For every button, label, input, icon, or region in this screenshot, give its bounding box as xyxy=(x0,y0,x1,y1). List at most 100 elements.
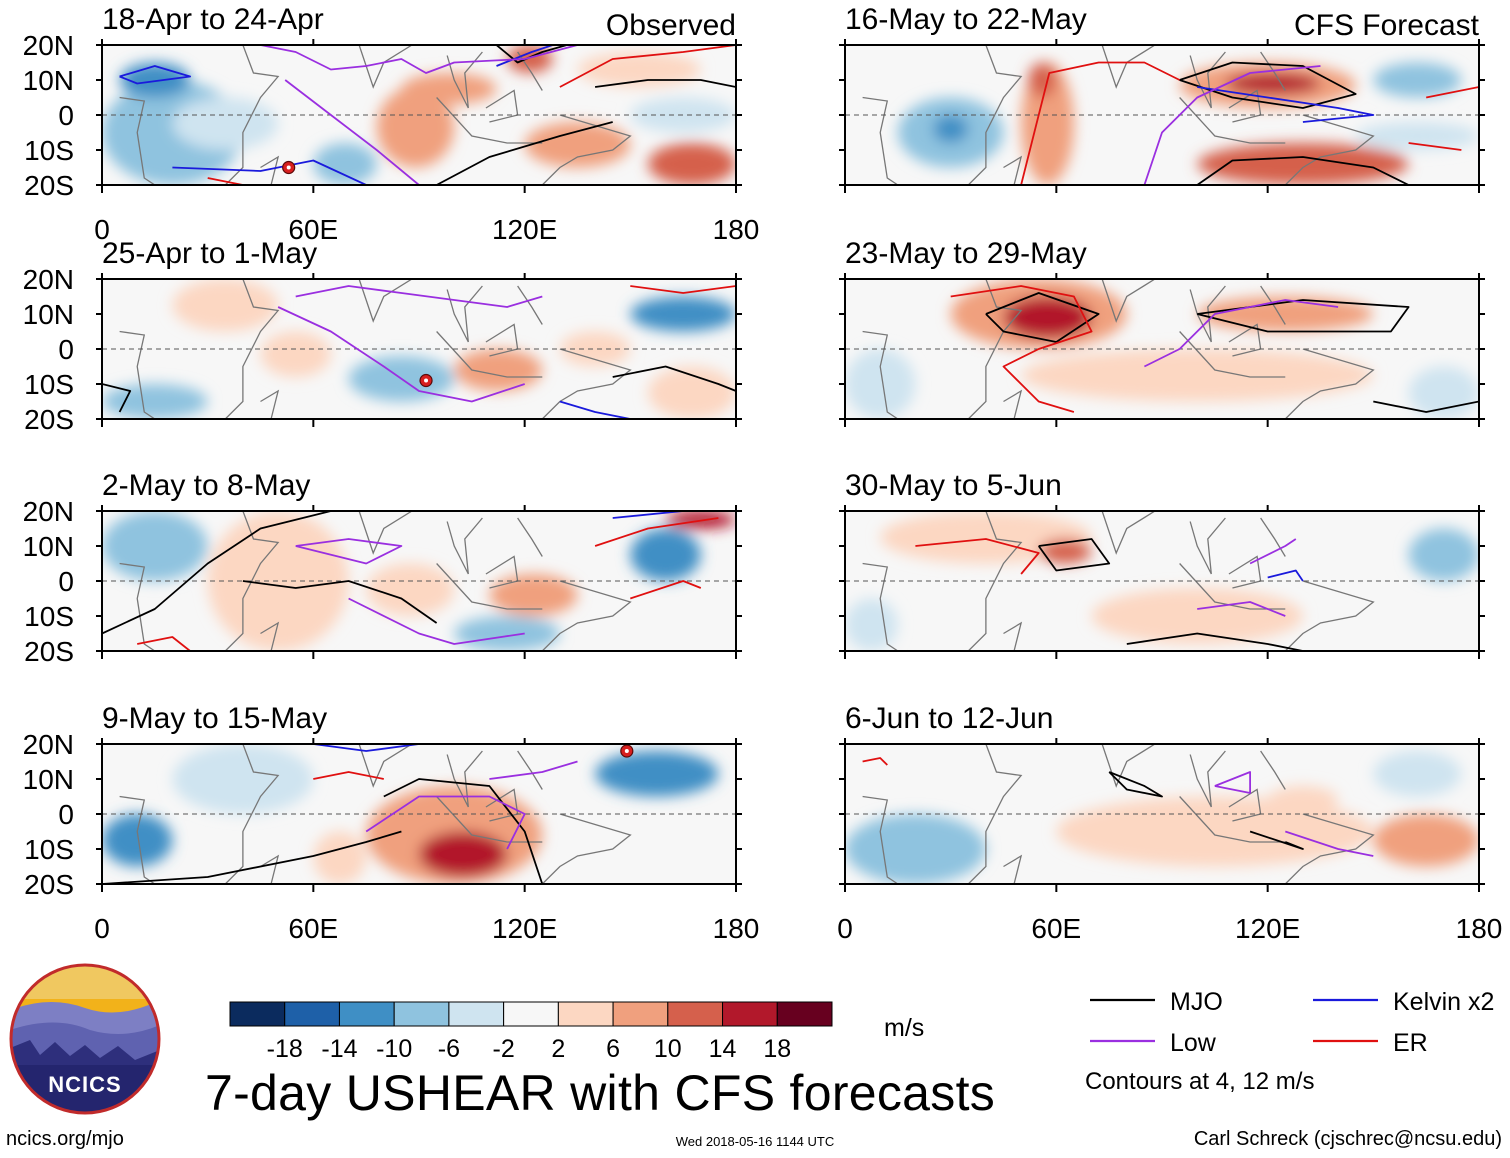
contour-low xyxy=(260,45,578,74)
panel-period-title: 6-Jun to 12-Jun xyxy=(845,702,1053,735)
coastline xyxy=(1003,155,1023,185)
coastline xyxy=(224,511,280,651)
contour-mjo xyxy=(1249,830,1304,850)
map-panel: 20N 10N 0 10S 20S 25-Apr to 1-May xyxy=(23,237,742,435)
shear-anomaly-cell xyxy=(1355,122,1479,150)
shear-anomaly-cell xyxy=(419,831,508,877)
contour-kelvin-x2 xyxy=(496,45,554,67)
contour-er xyxy=(1408,142,1462,151)
contour-note: Contours at 4, 12 m/s xyxy=(1085,1068,1315,1095)
colorbar-tick-label: 14 xyxy=(709,1035,737,1063)
contour-legend: MJO Kelvin x2 Low ER xyxy=(1090,988,1494,1057)
x-tick-label: 60E xyxy=(288,214,338,245)
map-panel: 16-May to 22-May CFS Forecast xyxy=(839,3,1485,193)
coastlines xyxy=(119,744,632,884)
contour-mjo xyxy=(1196,299,1410,333)
coastline xyxy=(485,323,519,357)
contour-low xyxy=(365,795,526,850)
x-tick-label: 120E xyxy=(1235,913,1300,944)
site-link[interactable]: ncics.org/mjo xyxy=(6,1128,124,1150)
contour-low xyxy=(1214,771,1251,794)
coastline xyxy=(862,562,899,651)
coastline xyxy=(260,389,280,419)
shear-anomaly-cell xyxy=(172,97,279,150)
coastline xyxy=(862,795,899,884)
contour-er xyxy=(862,757,888,766)
shear-anomaly-cell xyxy=(376,87,455,168)
y-tick-label: 20S xyxy=(24,869,74,900)
colorbar-swatch xyxy=(612,1001,669,1027)
coastline xyxy=(1260,517,1286,557)
coastline xyxy=(1189,51,1226,109)
coastline xyxy=(517,285,543,325)
coastline xyxy=(517,517,543,557)
shear-anomaly-cell xyxy=(524,122,631,168)
contour-mjo xyxy=(436,121,613,185)
colorbar-swatch xyxy=(722,1001,778,1027)
panel-period-title: 23-May to 29-May xyxy=(845,237,1087,270)
contour-mjo xyxy=(1179,61,1357,109)
y-tick-label: 20S xyxy=(24,170,74,201)
tropical-cyclone-icon xyxy=(620,744,634,758)
y-tick-label: 0 xyxy=(58,334,74,365)
contour-low xyxy=(489,760,578,780)
coastlines xyxy=(862,744,1375,884)
coastline xyxy=(967,744,1023,884)
shear-anomaly-cell xyxy=(1028,62,1057,98)
shear-anomaly-cell xyxy=(845,598,898,651)
coastline xyxy=(260,621,280,651)
figure-title: 7-day USHEAR with CFS forecasts xyxy=(205,1065,996,1121)
y-tick-label: 10N xyxy=(23,65,74,96)
coastline xyxy=(541,813,632,884)
colorbar-swatch xyxy=(393,1001,450,1027)
colorbar-swatch xyxy=(229,1001,286,1027)
shear-anomaly-cell xyxy=(1003,296,1092,339)
panel-period-title: 16-May to 22-May xyxy=(845,3,1087,36)
coastline xyxy=(1260,51,1286,91)
y-tick-label: 10S xyxy=(24,135,74,166)
coastline xyxy=(967,45,1023,185)
x-tick-label: 120E xyxy=(492,214,557,245)
coastline xyxy=(1101,511,1156,555)
coastline xyxy=(1260,750,1286,790)
shear-anomaly-cell xyxy=(1373,814,1479,867)
x-tick-label: 60E xyxy=(1031,913,1081,944)
coastline xyxy=(1284,348,1375,419)
coastline xyxy=(119,795,156,884)
ncics-logo: NCICS xyxy=(9,963,161,1115)
coastline xyxy=(1101,279,1156,323)
legend-label: Kelvin x2 xyxy=(1393,988,1494,1016)
coastline xyxy=(1101,45,1156,89)
shear-anomaly-cell xyxy=(595,751,719,797)
y-tick-label: 20N xyxy=(23,729,74,760)
tropical-cyclone-icon xyxy=(282,160,296,175)
contour-mjo xyxy=(102,383,132,413)
colorbar-tick-label: 18 xyxy=(763,1035,791,1063)
shear-anomaly-cell xyxy=(401,73,497,105)
coastline xyxy=(358,279,413,323)
panel-source-tag: CFS Forecast xyxy=(1294,9,1480,42)
contour-er xyxy=(207,177,244,185)
contour-mjo xyxy=(594,79,736,88)
shear-anomaly-cell xyxy=(172,279,279,332)
coastline xyxy=(1228,555,1262,589)
coastline xyxy=(224,279,280,419)
contour-kelvin-x2 xyxy=(1267,569,1304,582)
coastline xyxy=(1284,813,1375,884)
contour-low xyxy=(1285,830,1374,857)
coastline xyxy=(1101,744,1156,788)
coastline xyxy=(1189,750,1226,808)
shear-anomaly-cell xyxy=(102,814,173,867)
y-tick-label: 0 xyxy=(58,566,74,597)
contour-er xyxy=(915,538,1040,575)
x-tick-label: 180 xyxy=(713,214,760,245)
coastline xyxy=(1179,97,1286,144)
contour-mjo xyxy=(102,511,332,635)
map-panel: 23-May to 29-May xyxy=(839,237,1485,427)
y-tick-label: 0 xyxy=(58,100,74,131)
shear-anomaly-cell xyxy=(1225,73,1321,94)
x-tick-label: 60E xyxy=(288,913,338,944)
contour-er xyxy=(630,285,736,294)
y-tick-label: 0 xyxy=(58,799,74,830)
shear-anomaly-cell xyxy=(454,349,543,391)
